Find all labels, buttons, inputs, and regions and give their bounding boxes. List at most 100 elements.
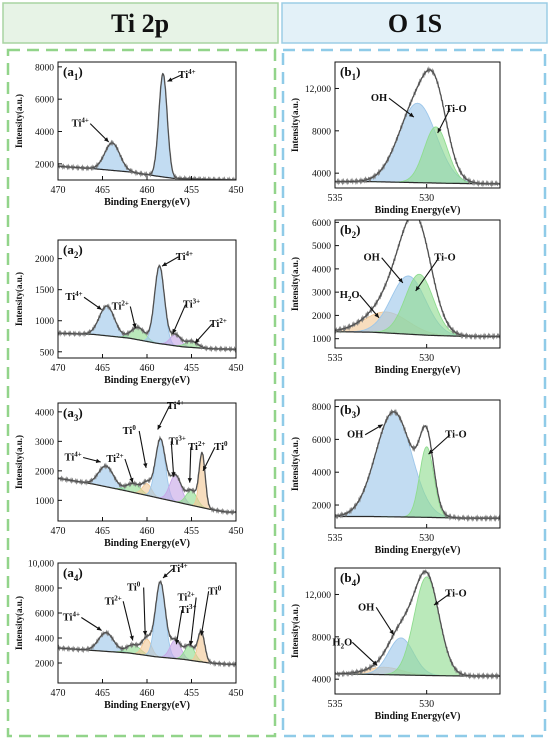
y-tick-label-b2-4: 5000 — [312, 242, 331, 252]
annotation-sup-a2-4: 2+ — [219, 317, 227, 325]
annotation-arrow-a4-6 — [200, 591, 210, 636]
annotation-arrowhead-b2-1 — [415, 286, 420, 291]
x-tick-label-a2-2: 460 — [140, 363, 155, 374]
annotation-arrow-a3-4 — [170, 441, 175, 477]
y-tick-label-a4-1: 4000 — [35, 635, 54, 645]
annotation-text-a2-1: Ti — [112, 302, 122, 313]
axes-frame-b4 — [334, 567, 501, 695]
y-tick-label-a1-0: 2000 — [35, 160, 54, 170]
x-axis-title-b1: Binding Energy(eV) — [375, 205, 461, 216]
annotation-arrowhead-b3-1 — [428, 449, 434, 455]
annotation-label-a4-2: Ti0 — [127, 581, 141, 594]
annotation-sup-a4-3: 4+ — [180, 562, 188, 570]
y-tick-label-b4-0: 4000 — [312, 676, 331, 686]
y-tick-label-b2-1: 2000 — [312, 312, 331, 322]
panel-label-letter-b3: b — [344, 402, 351, 417]
x-axis-title-a3: Binding Energy(eV) — [104, 538, 190, 549]
annotation-text-a2-4: Ti — [210, 319, 220, 330]
y-tick-label-a3-0: 1000 — [35, 497, 54, 507]
panel-label-letter-a1: a — [67, 64, 74, 79]
chart-b1: 535 530 4000 8000 12,000 Binding Energy(eV) In… — [290, 61, 501, 216]
annotation-text-a3-4: Ti — [169, 436, 179, 447]
annotation-arrowhead-b1-1 — [437, 127, 442, 133]
chart-a3: 470 465 460 455 450 1000 2000 3000 4000 Binding E… — [14, 399, 244, 549]
annotation-arrowhead-a4-2 — [142, 630, 148, 636]
y-tick-label-a4-4: 10,000 — [28, 560, 54, 570]
panel-label-open-b2: ( — [340, 222, 344, 237]
y-tick-label-a4-3: 8000 — [35, 585, 54, 595]
x-tick-label-b2-0: 535 — [328, 353, 343, 364]
y-tick-label-a1-1: 4000 — [35, 128, 54, 138]
y-tick-label-b1-2: 12,000 — [305, 85, 331, 95]
annotation-label-a4-5: Ti2+ — [178, 591, 195, 604]
annotation-text-a4-1: Ti — [105, 596, 115, 607]
annotation-label-a3-4: Ti3+ — [169, 434, 186, 447]
annotation-text-a3-6: Ti — [214, 442, 224, 453]
annotation-label-a2-4: Ti2+ — [210, 317, 227, 330]
annotation-arrowhead-a3-5 — [187, 478, 192, 483]
x-axis-title-b3: Binding Energy(eV) — [375, 545, 461, 556]
x-axis-title-b2: Binding Energy(eV) — [375, 365, 461, 376]
annotation-label-a2-3: Ti3+ — [183, 298, 200, 311]
x-tick-label-a3-3: 455 — [184, 526, 199, 537]
y-tick-label-b3-3: 8000 — [312, 403, 331, 413]
left-panel-border — [6, 48, 277, 738]
annotation-arrowhead-a4-4 — [174, 639, 180, 645]
annotation-label-a1-0: Ti4+ — [72, 117, 89, 130]
annotation-sup-a1-1: 4+ — [188, 68, 196, 76]
y-tick-label-b4-1: 8000 — [312, 633, 331, 643]
chart-b2: 535 530 1000 2000 3000 4000 5000 6000 Binding En… — [290, 219, 501, 376]
annotation-label-b2-0: OH — [363, 253, 379, 264]
chart-a1: 470 465 460 455 450 2000 4000 6000 8000 Binding E… — [14, 61, 244, 208]
plot-area-a3 — [58, 435, 236, 516]
panel-label-open-a2: ( — [63, 242, 67, 257]
annotation-sup-a3-0: 4+ — [74, 451, 82, 459]
annotation-label-b4-1: Ti-O — [445, 589, 466, 600]
plot-area-b2 — [335, 220, 500, 341]
y-tick-label-a2-2: 1500 — [35, 286, 54, 296]
annotation-arrowhead-a4-1 — [129, 635, 134, 641]
panel-label-close-b3: ) — [356, 402, 360, 417]
chart-b4: 535 530 4000 8000 12,000 Binding Energy(eV) In… — [290, 567, 501, 722]
annotation-arrow-a3-2 — [138, 430, 147, 469]
annotation-text-b3-1: Ti-O — [445, 430, 466, 441]
annotation-arrowhead-a3-1 — [129, 477, 134, 483]
annotation-arrow-a4-4 — [175, 609, 183, 645]
panel-label-index-b2: 2 — [352, 230, 357, 240]
annotation-text-a3-3: Ti — [167, 401, 177, 412]
panel-label-index-b3: 3 — [352, 410, 357, 420]
annotation-label-b3-1: Ti-O — [445, 430, 466, 441]
panel-label-close-b2: ) — [356, 222, 360, 237]
panel-label-close-a1: ) — [78, 64, 82, 79]
panel-label-b1: (b1) — [340, 64, 360, 82]
annotation-label-a4-1: Ti2+ — [105, 594, 122, 607]
annotation-sup-a3-5: 2+ — [198, 440, 206, 448]
annotation-text-b3-0: OH — [347, 430, 363, 441]
annotation-sup-a3-3: 4+ — [177, 399, 185, 407]
annotation-sup-a4-6: 0 — [218, 584, 222, 592]
panel-label-close-b1: ) — [356, 64, 360, 79]
axes-frame-b1 — [334, 61, 501, 189]
annotation-label-b2-1: Ti-O — [434, 253, 455, 264]
panel-label-index-a2: 2 — [74, 250, 79, 260]
x-tick-label-a3-1: 465 — [95, 526, 110, 537]
panel-label-letter-b1: b — [344, 64, 351, 79]
y-tick-label-b3-0: 2000 — [312, 502, 331, 512]
annotation-arrowhead-a4-0 — [96, 626, 102, 631]
annotation-text-b4-2: H — [332, 637, 340, 648]
annotation-arrowhead-b4-0 — [389, 629, 394, 635]
x-tick-label-b1-0: 535 — [328, 193, 343, 204]
chart-b3: 535 530 2000 4000 6000 8000 Binding Energy(eV)… — [290, 399, 501, 556]
panel-label-open-a3: ( — [63, 405, 67, 420]
header-left-title: Ti 2p — [111, 9, 169, 38]
annotation-arrow-b2-1 — [415, 257, 440, 292]
y-axis-title-a4: Intensity(a.u.) — [14, 596, 24, 650]
annotation-text-a3-1: Ti — [106, 454, 116, 465]
annotation-arrowhead-a2-4 — [195, 338, 200, 344]
panel-label-b2: (b2) — [340, 222, 360, 240]
y-tick-label-b2-5: 6000 — [312, 219, 331, 229]
plot-area-b3 — [335, 408, 500, 523]
annotation-label-b4-2: H2O — [332, 637, 352, 650]
